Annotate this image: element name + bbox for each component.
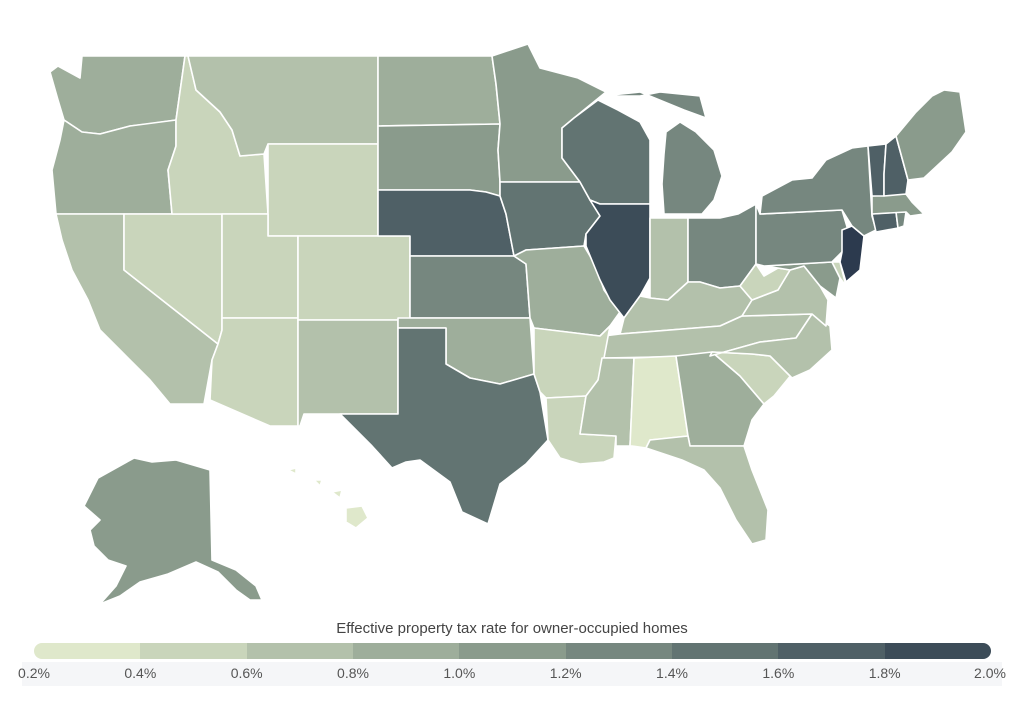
- legend-color-scale: [34, 643, 991, 659]
- state-arizona[interactable]: [209, 317, 299, 427]
- us-state-map: [49, 43, 967, 605]
- legend-swatch: [671, 643, 779, 659]
- legend-tick-label: 1.0%: [443, 665, 476, 681]
- legend-tick-label: 1.8%: [868, 665, 901, 681]
- state-hawaii[interactable]: [287, 467, 369, 529]
- state-north-dakota[interactable]: [377, 55, 501, 127]
- state-north-carolina[interactable]: [709, 313, 833, 379]
- state-delaware[interactable]: [831, 261, 847, 287]
- state-alaska[interactable]: [83, 457, 263, 605]
- legend-tick-label: 1.2%: [549, 665, 582, 681]
- legend-tick-label: 0.2%: [18, 665, 50, 681]
- state-florida[interactable]: [645, 435, 769, 545]
- state-connecticut[interactable]: [871, 211, 899, 233]
- state-new-jersey[interactable]: [839, 225, 865, 283]
- state-massachusetts[interactable]: [871, 193, 925, 217]
- legend-swatch: [565, 643, 672, 659]
- state-south-dakota[interactable]: [377, 123, 501, 197]
- legend-tick-label: 2.0%: [974, 665, 1006, 681]
- state-kansas[interactable]: [409, 255, 531, 319]
- legend-title: Effective property tax rate for owner-oc…: [336, 620, 688, 637]
- state-iowa[interactable]: [499, 181, 601, 257]
- legend-tick-label: 1.6%: [762, 665, 795, 681]
- legend-swatch: [246, 643, 353, 659]
- legend-tick-label: 0.4%: [124, 665, 157, 681]
- legend-swatch: [140, 643, 247, 659]
- legend-swatch: [884, 643, 991, 659]
- state-wyoming[interactable]: [267, 143, 379, 237]
- state-illinois[interactable]: [585, 199, 651, 319]
- legend-swatch: [459, 643, 566, 659]
- state-colorado[interactable]: [297, 235, 411, 321]
- legend-tick-label: 0.6%: [230, 665, 263, 681]
- state-oregon[interactable]: [51, 119, 177, 215]
- legend-swatch: [778, 643, 885, 659]
- legend-tick-label: 1.4%: [656, 665, 688, 681]
- legend-swatch: [34, 643, 141, 659]
- state-michigan[interactable]: [601, 91, 723, 215]
- legend-swatch: [352, 643, 460, 659]
- legend-tick-label: 0.8%: [337, 665, 369, 681]
- state-texas[interactable]: [339, 327, 549, 525]
- state-new-mexico[interactable]: [297, 319, 399, 427]
- state-ohio[interactable]: [687, 203, 757, 289]
- legend-tick-track: [22, 662, 1002, 686]
- state-rhode-island[interactable]: [895, 211, 907, 229]
- state-missouri[interactable]: [513, 245, 621, 337]
- state-maine[interactable]: [895, 89, 967, 181]
